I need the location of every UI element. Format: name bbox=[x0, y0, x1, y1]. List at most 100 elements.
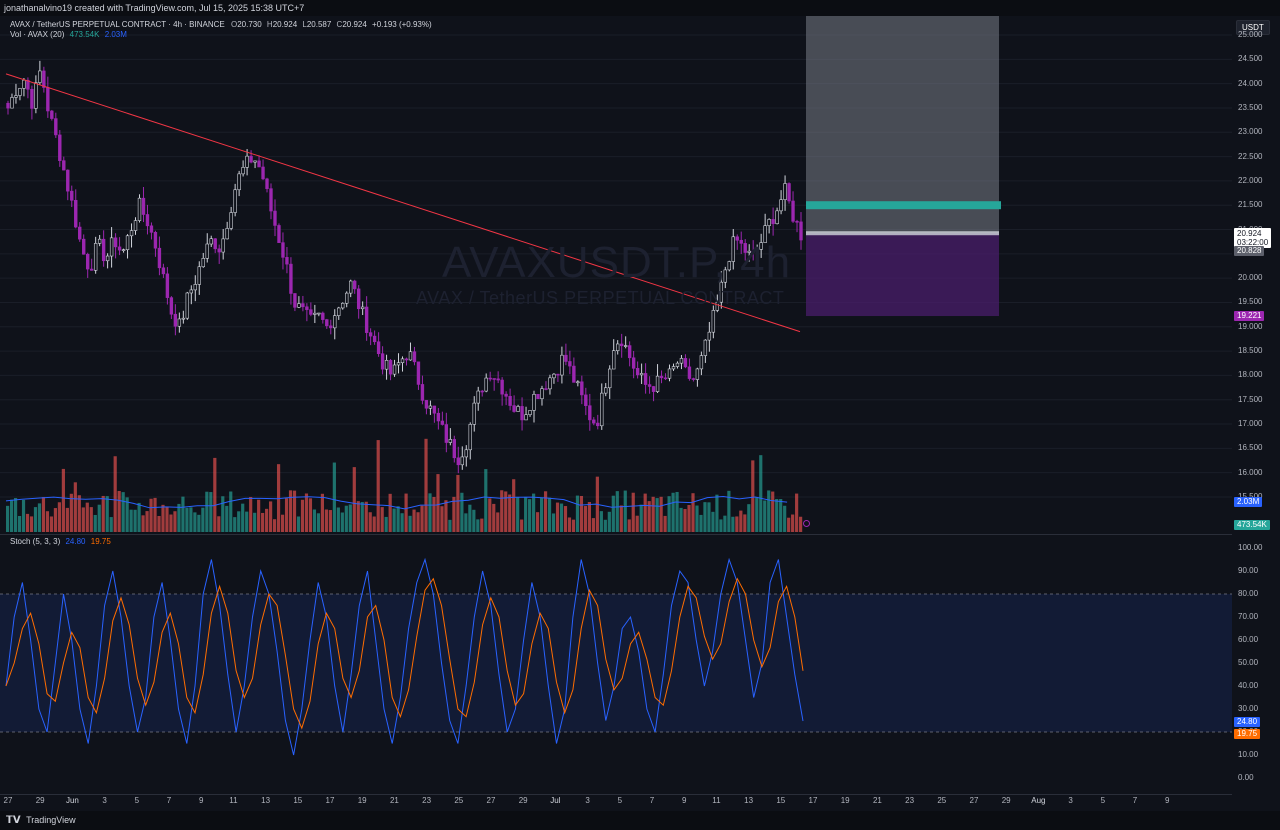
volume-bar bbox=[384, 516, 388, 532]
volume-bar bbox=[488, 498, 492, 532]
close-label: C bbox=[336, 20, 343, 29]
candle-body bbox=[616, 343, 620, 352]
candle-body bbox=[38, 70, 42, 83]
volume-bar bbox=[795, 493, 799, 532]
candle-body bbox=[352, 280, 357, 290]
candle-body bbox=[349, 280, 353, 294]
volume-bar bbox=[17, 515, 22, 532]
price-tick-label: 24.500 bbox=[1238, 54, 1263, 64]
volume-bar bbox=[579, 495, 584, 532]
volume-bar bbox=[603, 519, 607, 532]
stoch-tick-label: 0.00 bbox=[1238, 773, 1254, 782]
volume-bar bbox=[292, 490, 297, 532]
candle-body bbox=[50, 110, 54, 119]
stoch-d-value: 19.75 bbox=[90, 537, 111, 546]
candle-body bbox=[169, 297, 174, 315]
candle-body bbox=[137, 197, 142, 221]
candle-body bbox=[476, 390, 480, 404]
candle-body bbox=[121, 249, 126, 251]
volume-bar bbox=[6, 505, 10, 532]
candle-body bbox=[580, 381, 584, 396]
volume-bar bbox=[480, 518, 484, 532]
volume-bar bbox=[444, 500, 448, 532]
candle-body bbox=[229, 212, 233, 229]
candle-body bbox=[157, 247, 162, 269]
volume-bar bbox=[468, 504, 472, 532]
candle-body bbox=[205, 243, 209, 259]
volume-bar bbox=[145, 511, 149, 532]
price-axis[interactable] bbox=[1232, 16, 1280, 811]
volume-bar bbox=[691, 493, 695, 532]
volume-bar bbox=[81, 507, 85, 532]
open-value: 20.730 bbox=[237, 20, 262, 29]
volume-bar bbox=[113, 456, 117, 532]
symbol-legend[interactable]: AVAX / TetherUS PERPETUAL CONTRACT · 4h … bbox=[10, 20, 432, 30]
volume-bar bbox=[73, 482, 77, 532]
volume-bar bbox=[368, 512, 372, 532]
volume-bar bbox=[269, 501, 273, 532]
time-tick-label: 23 bbox=[905, 796, 915, 805]
volume-legend[interactable]: Vol · AVAX (20) 473.54K 2.03M bbox=[10, 30, 127, 40]
candle-body bbox=[568, 361, 572, 367]
candle-body bbox=[66, 169, 70, 192]
stoch-tick-label: 50.00 bbox=[1238, 658, 1259, 667]
volume-bar bbox=[496, 512, 500, 532]
volume-bar bbox=[276, 464, 281, 532]
candle-body bbox=[687, 366, 692, 379]
candle-body bbox=[173, 313, 178, 327]
candle-body bbox=[460, 456, 464, 466]
time-tick-label: 21 bbox=[389, 796, 399, 805]
footer-brand: TradingView bbox=[26, 815, 76, 825]
candle-body bbox=[631, 357, 636, 369]
price-tick-label: 19.500 bbox=[1238, 297, 1263, 307]
entry-bar bbox=[806, 201, 1001, 210]
volume-bar bbox=[476, 519, 480, 532]
volume-bar bbox=[687, 504, 691, 532]
candle-body bbox=[671, 366, 676, 370]
volume-bar bbox=[245, 511, 249, 532]
last-price-value: 20.924 bbox=[1237, 229, 1262, 238]
volume-bar bbox=[360, 501, 364, 532]
low-label: L bbox=[302, 20, 307, 29]
volume-bar bbox=[332, 462, 336, 532]
stoch-tick-label: 80.00 bbox=[1238, 589, 1259, 598]
time-tick-label: 27 bbox=[3, 796, 13, 805]
candle-body bbox=[727, 261, 731, 271]
candle-body bbox=[528, 410, 532, 415]
stoch-tick-label: 30.00 bbox=[1238, 704, 1259, 713]
stoch-pane[interactable] bbox=[0, 536, 1232, 794]
time-tick-label: Aug bbox=[1031, 796, 1046, 805]
candle-body bbox=[436, 412, 441, 422]
volume-bar bbox=[364, 501, 368, 532]
timer-icon[interactable] bbox=[803, 520, 810, 527]
candle-body bbox=[767, 219, 771, 226]
volume-bar bbox=[707, 502, 711, 532]
candle-body bbox=[109, 237, 114, 257]
time-tick-label: 29 bbox=[518, 796, 528, 805]
watermark-ticker: AVAXUSDT.P, 4h bbox=[442, 238, 792, 287]
stoch-legend[interactable]: Stoch (5, 3, 3) 24.80 19.75 bbox=[10, 537, 111, 547]
price-pane[interactable] bbox=[0, 16, 1232, 534]
time-tick-label: 3 bbox=[1068, 796, 1073, 805]
candle-body bbox=[651, 386, 656, 392]
candle-body bbox=[592, 419, 596, 424]
candle-body bbox=[432, 405, 437, 414]
volume-bar bbox=[667, 496, 671, 532]
candle-body bbox=[197, 266, 201, 285]
candle-body bbox=[297, 303, 301, 308]
volume-bar bbox=[647, 501, 651, 532]
candle-body bbox=[153, 232, 158, 249]
volume-bar bbox=[257, 499, 261, 532]
volume-bar bbox=[225, 505, 229, 532]
currency-button[interactable]: USDT bbox=[1236, 20, 1270, 35]
volume-bar bbox=[352, 467, 356, 532]
volume-bar bbox=[324, 509, 328, 532]
volume-bar bbox=[559, 503, 564, 532]
candle-body bbox=[82, 238, 86, 255]
time-axis[interactable] bbox=[0, 794, 1232, 812]
candle-body bbox=[289, 263, 293, 294]
volume-bar bbox=[787, 517, 791, 532]
candle-body bbox=[62, 160, 66, 171]
volume-bar bbox=[551, 513, 556, 532]
candle-body bbox=[225, 228, 229, 240]
